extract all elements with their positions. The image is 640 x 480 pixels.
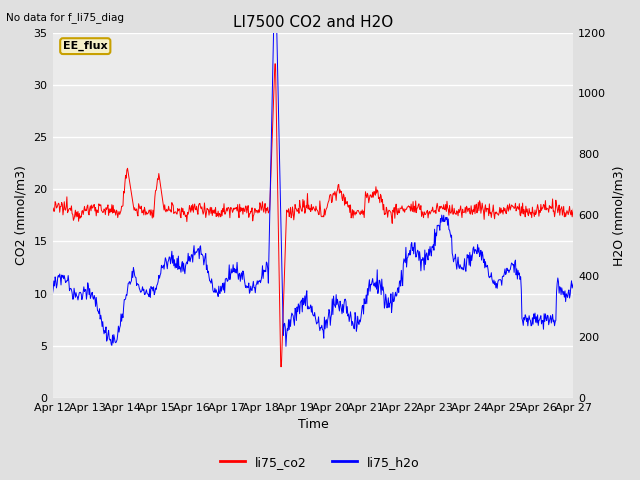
Y-axis label: CO2 (mmol/m3): CO2 (mmol/m3) — [15, 165, 28, 265]
X-axis label: Time: Time — [298, 419, 328, 432]
Title: LI7500 CO2 and H2O: LI7500 CO2 and H2O — [233, 15, 393, 30]
Text: EE_flux: EE_flux — [63, 41, 108, 51]
Legend: li75_co2, li75_h2o: li75_co2, li75_h2o — [215, 451, 425, 474]
Y-axis label: H2O (mmol/m3): H2O (mmol/m3) — [612, 165, 625, 265]
Text: No data for f_li75_diag: No data for f_li75_diag — [6, 12, 124, 23]
